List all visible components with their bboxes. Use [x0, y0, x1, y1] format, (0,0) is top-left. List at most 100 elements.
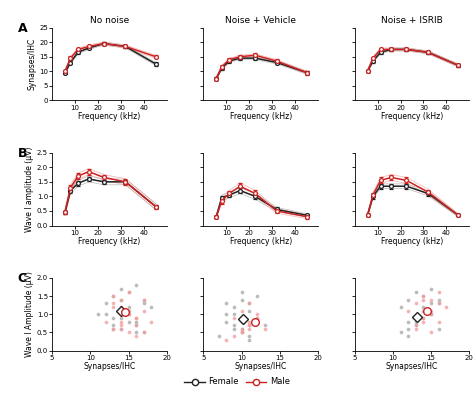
Point — [412, 318, 419, 325]
Point — [140, 297, 147, 303]
Point — [238, 329, 246, 336]
Point — [109, 326, 117, 332]
Point — [102, 300, 109, 307]
Point — [412, 315, 419, 321]
Point — [435, 289, 443, 296]
Point — [253, 318, 261, 325]
Point — [109, 326, 117, 332]
Point — [109, 322, 117, 328]
X-axis label: Synapses/IHC: Synapses/IHC — [235, 362, 287, 371]
Point — [397, 304, 404, 310]
Text: A: A — [18, 22, 27, 35]
Point — [435, 297, 443, 303]
Point — [109, 293, 117, 299]
Point — [253, 315, 261, 321]
Point — [140, 300, 147, 307]
Point — [132, 282, 140, 288]
Point — [230, 333, 238, 339]
Point — [238, 326, 246, 332]
Point — [117, 297, 125, 303]
Point — [140, 329, 147, 336]
Point — [246, 300, 253, 307]
Point — [238, 297, 246, 303]
Point — [443, 304, 450, 310]
X-axis label: Frequency (kHz): Frequency (kHz) — [229, 237, 292, 246]
Point — [125, 289, 132, 296]
Y-axis label: Synapses/IHC: Synapses/IHC — [27, 38, 36, 90]
Point — [109, 315, 117, 321]
Point — [117, 326, 125, 332]
Point — [427, 311, 435, 318]
Point — [132, 322, 140, 328]
Point — [397, 329, 404, 336]
Point — [132, 315, 140, 321]
Point — [419, 318, 427, 325]
Point — [125, 329, 132, 336]
Point — [117, 326, 125, 332]
Point — [412, 322, 419, 328]
Point — [117, 318, 125, 325]
Point — [230, 315, 238, 321]
Point — [419, 304, 427, 310]
Point — [238, 329, 246, 336]
Y-axis label: Wave I amplitude (μV): Wave I amplitude (μV) — [25, 147, 34, 232]
Point — [427, 300, 435, 307]
Point — [419, 293, 427, 299]
Point — [246, 333, 253, 339]
Point — [261, 322, 268, 328]
Point — [412, 289, 419, 296]
Legend: Female, Male: Female, Male — [181, 374, 293, 390]
Point — [253, 311, 261, 318]
Point — [215, 333, 222, 339]
Point — [140, 329, 147, 336]
Point — [238, 307, 246, 314]
Point — [230, 311, 238, 318]
Point — [246, 322, 253, 328]
Point — [412, 326, 419, 332]
Point — [222, 311, 230, 318]
Point — [125, 307, 132, 314]
Point — [140, 297, 147, 303]
Point — [102, 318, 109, 325]
Text: B: B — [18, 147, 27, 160]
Point — [238, 289, 246, 296]
Point — [261, 326, 268, 332]
Point — [419, 293, 427, 299]
Point — [246, 326, 253, 332]
X-axis label: Frequency (kHz): Frequency (kHz) — [381, 112, 443, 121]
Y-axis label: Wave I Amplitude (μV): Wave I Amplitude (μV) — [25, 271, 34, 357]
Point — [238, 318, 246, 325]
Point — [246, 322, 253, 328]
Title: No noise: No noise — [90, 17, 129, 26]
Point — [132, 329, 140, 336]
Point — [125, 311, 132, 318]
Point — [404, 297, 412, 303]
Point — [125, 311, 132, 318]
Point — [253, 293, 261, 299]
Point — [435, 326, 443, 332]
Point — [404, 307, 412, 314]
Point — [94, 311, 102, 318]
X-axis label: Frequency (kHz): Frequency (kHz) — [78, 112, 141, 121]
Point — [222, 300, 230, 307]
Point — [109, 300, 117, 307]
Point — [404, 326, 412, 332]
Point — [132, 315, 140, 321]
Point — [125, 318, 132, 325]
Point — [148, 304, 155, 310]
Point — [246, 307, 253, 314]
X-axis label: Frequency (kHz): Frequency (kHz) — [229, 112, 292, 121]
Point — [404, 333, 412, 339]
Point — [419, 297, 427, 303]
Point — [427, 297, 435, 303]
Point — [109, 293, 117, 299]
Point — [246, 300, 253, 307]
Point — [419, 315, 427, 321]
Point — [238, 329, 246, 336]
Point — [427, 307, 435, 314]
Point — [435, 300, 443, 307]
Point — [117, 297, 125, 303]
Point — [230, 326, 238, 332]
Point — [125, 289, 132, 296]
Point — [427, 286, 435, 292]
